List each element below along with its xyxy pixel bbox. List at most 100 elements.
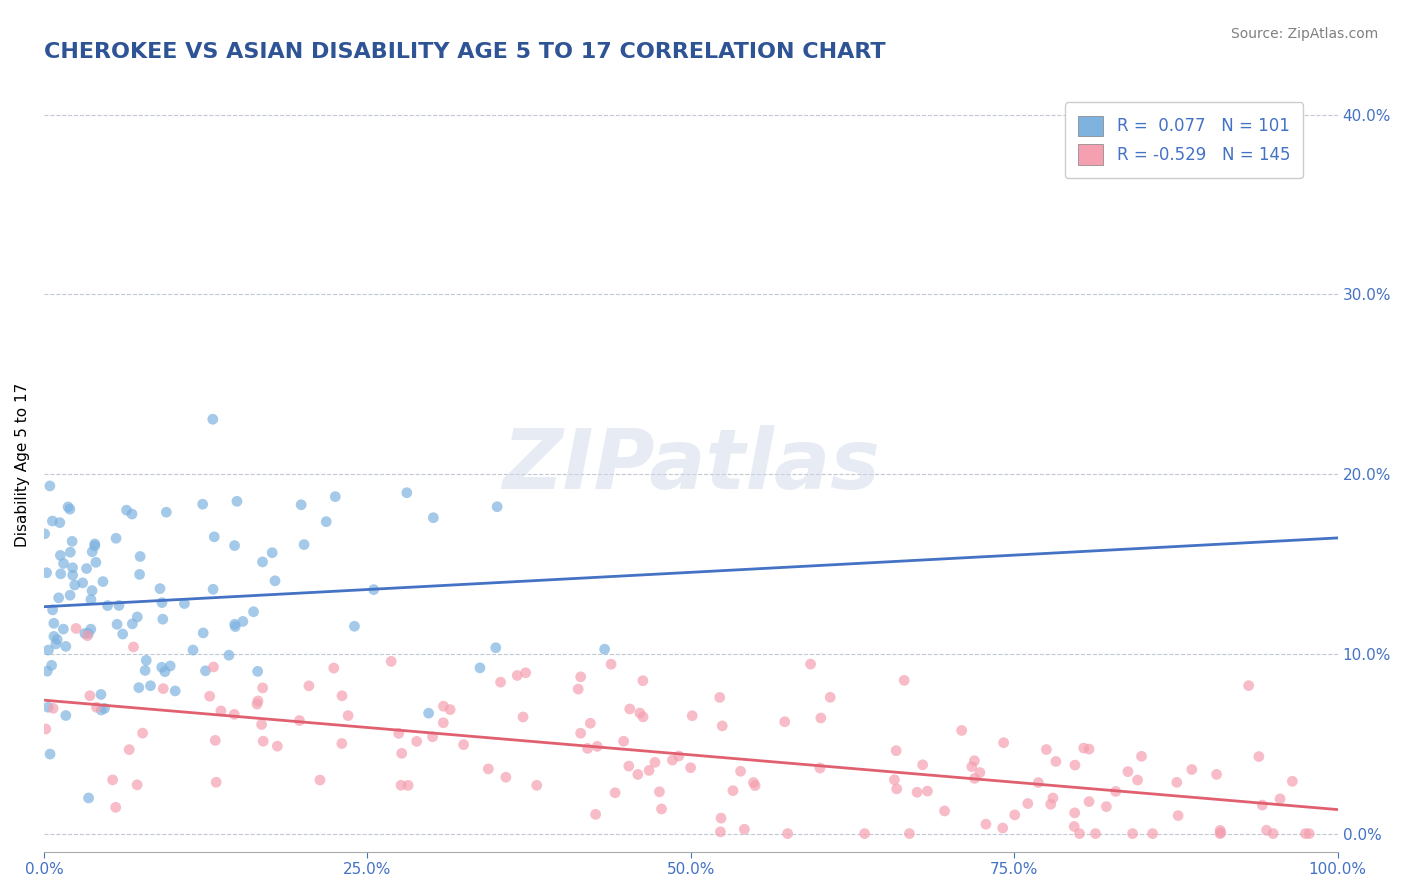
Point	[422, 510, 444, 524]
Point	[380, 654, 402, 668]
Point	[209, 704, 232, 718]
Point	[250, 717, 273, 731]
Point	[37, 700, 59, 714]
Point	[1251, 798, 1274, 813]
Point	[150, 596, 173, 610]
Point	[86, 700, 108, 714]
Point	[644, 756, 666, 770]
Point	[453, 738, 475, 752]
Point	[1126, 773, 1149, 788]
Point	[59, 502, 82, 516]
Point	[585, 807, 607, 822]
Point	[1039, 797, 1062, 812]
Point	[59, 545, 82, 559]
Point	[1209, 825, 1232, 839]
Point	[1017, 797, 1039, 811]
Point	[799, 657, 821, 672]
Point	[149, 582, 172, 596]
Point	[418, 706, 440, 721]
Point	[77, 626, 100, 640]
Point	[960, 759, 983, 773]
Point	[135, 653, 157, 667]
Point	[711, 719, 734, 733]
Point	[432, 715, 454, 730]
Point	[191, 497, 214, 511]
Point	[165, 684, 187, 698]
Point	[668, 749, 690, 764]
Point	[181, 643, 204, 657]
Point	[224, 619, 246, 633]
Point	[49, 516, 72, 530]
Point	[83, 537, 105, 551]
Point	[337, 708, 360, 723]
Point	[121, 616, 143, 631]
Point	[991, 821, 1014, 835]
Point	[661, 753, 683, 767]
Point	[41, 658, 63, 673]
Point	[194, 664, 217, 678]
Point	[232, 615, 254, 629]
Point	[330, 737, 353, 751]
Legend: R =  0.077   N = 101, R = -0.529   N = 145: R = 0.077 N = 101, R = -0.529 N = 145	[1064, 103, 1303, 178]
Point	[950, 723, 973, 738]
Point	[1166, 775, 1188, 789]
Point	[969, 765, 991, 780]
Point	[1026, 775, 1049, 789]
Point	[1105, 784, 1128, 798]
Point	[506, 668, 529, 682]
Point	[709, 825, 731, 839]
Point	[105, 531, 128, 545]
Point	[1078, 795, 1101, 809]
Point	[1130, 749, 1153, 764]
Point	[246, 697, 269, 711]
Point	[576, 741, 599, 756]
Point	[744, 779, 766, 793]
Point	[46, 632, 69, 647]
Point	[93, 701, 115, 715]
Point	[526, 778, 548, 792]
Point	[76, 561, 98, 575]
Text: CHEROKEE VS ASIAN DISABILITY AGE 5 TO 17 CORRELATION CHART: CHEROKEE VS ASIAN DISABILITY AGE 5 TO 17…	[44, 42, 886, 62]
Point	[886, 781, 908, 796]
Point	[198, 690, 221, 704]
Point	[60, 534, 83, 549]
Point	[1004, 808, 1026, 822]
Point	[309, 772, 332, 787]
Point	[1078, 742, 1101, 756]
Point	[35, 566, 58, 580]
Point	[883, 772, 905, 787]
Point	[1122, 827, 1144, 841]
Point	[917, 784, 939, 798]
Point	[224, 539, 246, 553]
Point	[808, 761, 831, 775]
Point	[893, 673, 915, 688]
Point	[617, 759, 640, 773]
Point	[49, 566, 72, 581]
Point	[84, 555, 107, 569]
Point	[963, 772, 986, 786]
Point	[104, 800, 127, 814]
Point	[134, 664, 156, 678]
Point	[108, 599, 131, 613]
Point	[37, 643, 59, 657]
Point	[173, 597, 195, 611]
Point	[205, 775, 228, 789]
Point	[246, 665, 269, 679]
Point	[468, 661, 491, 675]
Point	[218, 648, 240, 663]
Point	[1035, 742, 1057, 756]
Point	[631, 710, 654, 724]
Point	[155, 505, 177, 519]
Point	[90, 688, 112, 702]
Point	[1298, 827, 1320, 841]
Point	[202, 530, 225, 544]
Point	[1281, 774, 1303, 789]
Point	[59, 588, 82, 602]
Point	[432, 699, 454, 714]
Point	[993, 736, 1015, 750]
Point	[52, 557, 75, 571]
Point	[395, 485, 418, 500]
Point	[681, 708, 703, 723]
Point	[818, 690, 841, 705]
Point	[204, 733, 226, 747]
